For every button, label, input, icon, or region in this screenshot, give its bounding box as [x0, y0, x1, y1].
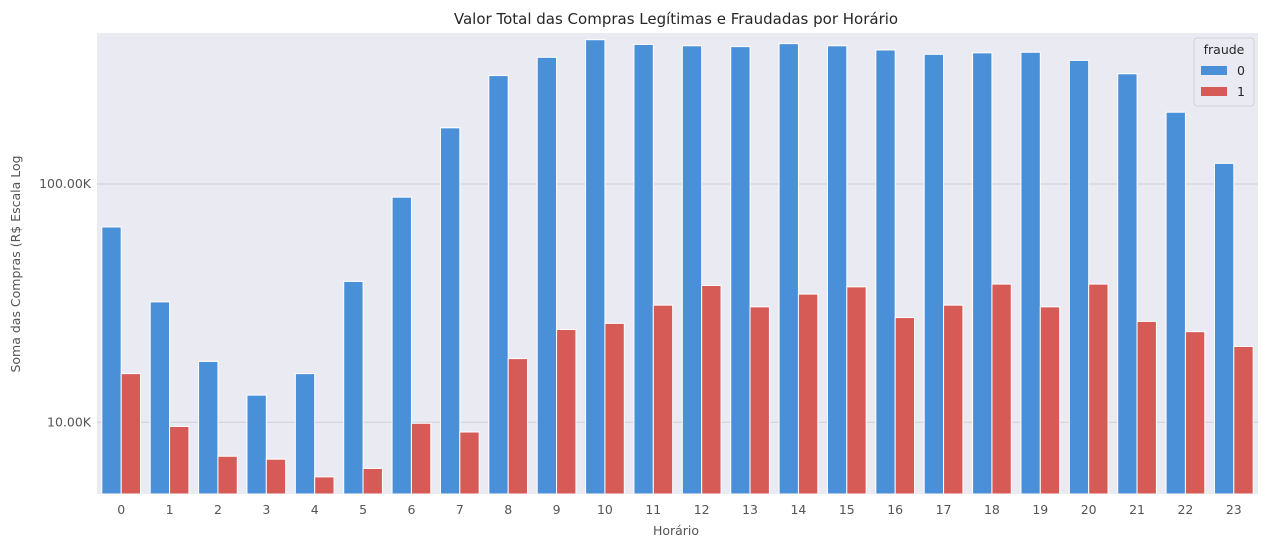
x-tick-label: 3 — [262, 502, 270, 517]
bar-fraude-1-hour-1 — [169, 425, 190, 495]
bar-fraude-1-hour-2 — [217, 455, 238, 495]
bar-fraude-0-hour-11 — [633, 43, 654, 495]
bar-fraude-1-hour-20 — [1088, 283, 1109, 495]
x-tick-label: 4 — [311, 502, 319, 517]
bar-fraude-1-hour-15 — [846, 286, 867, 495]
legend-label-0: 0 — [1237, 63, 1245, 78]
bar-fraude-1-hour-0 — [120, 373, 142, 495]
bars-group — [101, 39, 1254, 495]
x-tick-label: 6 — [407, 502, 415, 517]
bar-fraude-1-hour-7 — [459, 431, 480, 495]
plot-area — [97, 33, 1258, 494]
bar-fraude-1-hour-3 — [265, 458, 287, 495]
bar-fraude-0-hour-8 — [488, 75, 509, 495]
bar-fraude-0-hour-12 — [681, 45, 703, 495]
bar-fraude-0-hour-3 — [246, 394, 267, 495]
x-tick-label: 14 — [790, 502, 806, 517]
bar-fraude-0-hour-16 — [875, 49, 896, 495]
bar-fraude-0-hour-23 — [1213, 162, 1235, 495]
x-tick-label: 18 — [984, 502, 1000, 517]
bar-fraude-1-hour-4 — [314, 476, 335, 495]
bar-fraude-1-hour-23 — [1233, 345, 1254, 495]
x-tick-label: 20 — [1081, 502, 1097, 517]
x-tick-label: 16 — [887, 502, 903, 517]
bar-fraude-1-hour-13 — [749, 306, 770, 495]
bar-fraude-0-hour-21 — [1117, 73, 1138, 495]
bar-fraude-1-hour-19 — [1039, 306, 1061, 495]
bar-fraude-0-hour-9 — [536, 56, 558, 495]
x-tick-label: 13 — [742, 502, 758, 517]
bar-fraude-1-hour-21 — [1136, 320, 1157, 495]
x-tick-label: 10 — [597, 502, 613, 517]
bar-fraude-0-hour-19 — [1020, 51, 1041, 495]
bar-fraude-1-hour-6 — [410, 422, 432, 495]
bar-fraude-1-hour-9 — [556, 329, 577, 495]
bar-fraude-1-hour-18 — [991, 283, 1012, 495]
x-tick-label: 21 — [1129, 502, 1145, 517]
x-tick-label: 22 — [1177, 502, 1193, 517]
x-tick-label: 19 — [1032, 502, 1048, 517]
bar-fraude-0-hour-22 — [1165, 111, 1186, 495]
bar-fraude-0-hour-18 — [972, 52, 993, 495]
grid-lines — [97, 183, 1258, 423]
bar-fraude-1-hour-16 — [894, 317, 916, 495]
x-tick-label: 15 — [839, 502, 855, 517]
bar-fraude-1-hour-5 — [362, 467, 383, 495]
bar-fraude-0-hour-7 — [439, 127, 461, 495]
legend-swatch-1 — [1201, 87, 1227, 96]
x-tick-label: 1 — [166, 502, 174, 517]
x-tick-label: 0 — [117, 502, 125, 517]
bar-fraude-0-hour-5 — [343, 280, 364, 495]
bar-fraude-1-hour-8 — [507, 358, 529, 495]
x-tick-label: 12 — [694, 502, 710, 517]
bar-fraude-1-hour-22 — [1184, 331, 1206, 495]
x-tick-label: 17 — [936, 502, 952, 517]
bar-fraude-0-hour-1 — [149, 301, 171, 495]
chart-title: Valor Total das Compras Legítimas e Frau… — [454, 10, 898, 28]
bar-fraude-0-hour-4 — [294, 373, 316, 495]
x-tick-label: 5 — [359, 502, 367, 517]
y-tick-labels: 10.00K 100.00K — [39, 176, 92, 429]
bar-fraude-1-hour-14 — [797, 293, 819, 495]
bar-fraude-0-hour-13 — [730, 46, 751, 495]
bar-fraude-1-hour-10 — [604, 322, 625, 495]
x-tick-label: 8 — [504, 502, 512, 517]
y-tick-label: 100.00K — [39, 176, 92, 191]
x-tick-label: 7 — [456, 502, 464, 517]
bar-fraude-0-hour-6 — [391, 196, 412, 495]
legend: fraude 0 1 — [1193, 37, 1255, 107]
bar-fraude-1-hour-11 — [652, 304, 674, 495]
x-tick-label: 9 — [553, 502, 561, 517]
bar-fraude-0-hour-15 — [826, 45, 848, 495]
legend-label-1: 1 — [1237, 84, 1245, 99]
bar-fraude-0-hour-20 — [1068, 59, 1090, 495]
bar-fraude-1-hour-17 — [943, 304, 964, 495]
x-tick-labels: 0 1 2 3 4 5 6 7 8 9 10 11 12 13 14 15 16 17 18 19 20 21 22 23 — [117, 502, 1242, 517]
legend-swatch-0 — [1201, 66, 1227, 75]
legend-title: fraude — [1204, 42, 1245, 57]
bar-fraude-1-hour-12 — [701, 284, 722, 495]
bar-fraude-0-hour-10 — [585, 39, 606, 495]
x-tick-label: 23 — [1226, 502, 1242, 517]
bar-fraude-0-hour-14 — [778, 43, 799, 495]
x-tick-label: 2 — [214, 502, 222, 517]
bar-fraude-0-hour-2 — [198, 360, 219, 495]
x-tick-label: 11 — [645, 502, 661, 517]
y-axis-label: Soma das Compras (R$ Escala Log — [8, 155, 23, 372]
bar-fraude-0-hour-0 — [101, 226, 122, 495]
y-tick-label: 10.00K — [47, 414, 92, 429]
x-axis-label: Horário — [653, 523, 699, 538]
bar-fraude-0-hour-17 — [923, 53, 945, 495]
